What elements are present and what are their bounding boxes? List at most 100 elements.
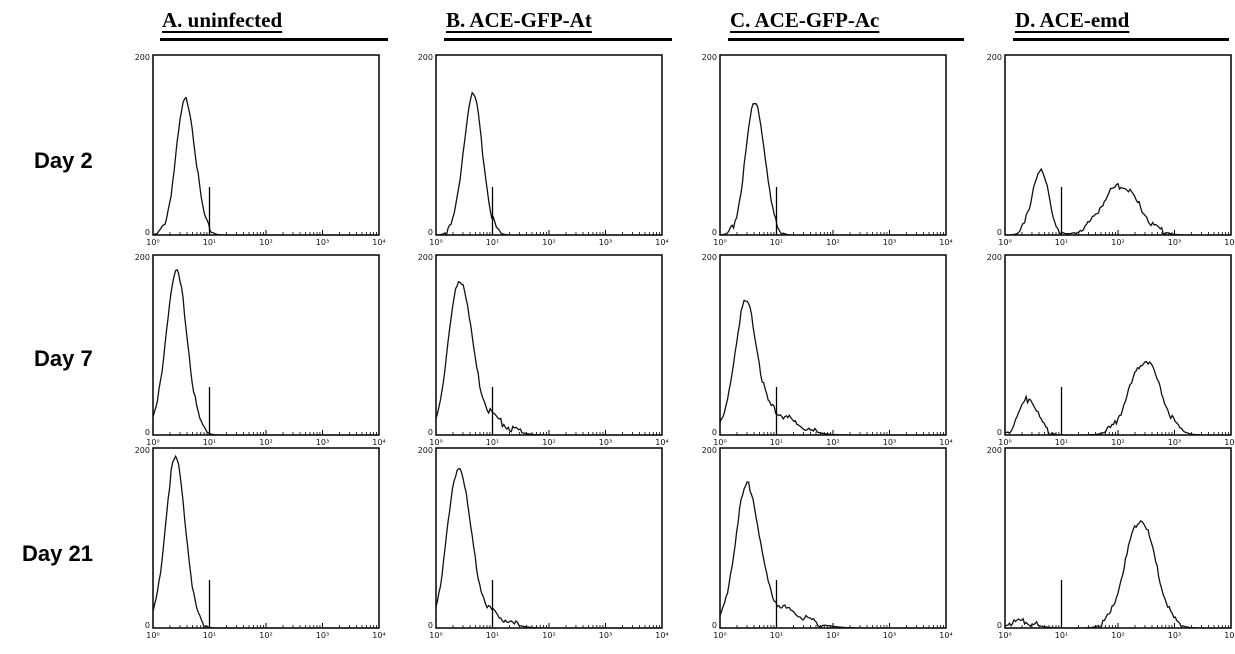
y-tick-label: 0 (428, 228, 433, 237)
x-tick-label: 10³ (599, 238, 612, 247)
histogram-trace (719, 299, 946, 436)
x-tick-label: 10¹ (203, 631, 216, 640)
y-tick-label: 200 (418, 446, 433, 455)
panel-frame (719, 54, 947, 236)
panel-frame (1004, 447, 1232, 629)
histogram-trace (435, 280, 662, 436)
x-tick-label: 10⁴ (372, 631, 385, 640)
x-tick-label: 10¹ (1055, 438, 1068, 447)
column-title-b: B. ACE-GFP-At (446, 8, 592, 32)
x-tick-label: 10¹ (770, 631, 783, 640)
column-rule-c (728, 38, 964, 41)
x-tick-label: 10² (826, 631, 839, 640)
x-tick-label: 10⁰ (429, 631, 442, 640)
y-tick-label: 200 (135, 53, 150, 62)
histogram-trace (719, 481, 946, 629)
panel-frame (719, 447, 947, 629)
x-tick-label: 10³ (599, 631, 612, 640)
y-tick-label: 200 (702, 253, 717, 262)
y-tick-label: 200 (987, 446, 1002, 455)
column-title-c: C. ACE-GFP-Ac (730, 8, 880, 32)
y-tick-label: 0 (145, 228, 150, 237)
panel-frame (435, 254, 663, 436)
x-tick-label: 10² (826, 238, 839, 247)
x-tick-label: 10⁴ (655, 438, 668, 447)
panel-frame (152, 447, 380, 629)
x-tick-label: 10³ (1168, 631, 1181, 640)
x-tick-label: 10² (826, 438, 839, 447)
column-title-a: A. uninfected (162, 8, 283, 32)
y-tick-label: 200 (418, 253, 433, 262)
x-tick-label: 10⁴ (372, 438, 385, 447)
y-tick-label: 0 (997, 428, 1002, 437)
panel-frame (152, 254, 380, 436)
panel-frame (719, 254, 947, 436)
x-tick-label: 10⁴ (1224, 238, 1235, 247)
x-tick-label: 10⁰ (998, 238, 1011, 247)
histogram-trace (152, 96, 379, 236)
x-tick-label: 10³ (1168, 438, 1181, 447)
x-tick-label: 10⁴ (939, 238, 952, 247)
x-tick-label: 10¹ (770, 438, 783, 447)
panel-frame (1004, 54, 1232, 236)
x-tick-label: 10¹ (770, 238, 783, 247)
x-tick-label: 10¹ (203, 238, 216, 247)
x-tick-label: 10³ (599, 438, 612, 447)
x-tick-label: 10⁴ (655, 238, 668, 247)
y-tick-label: 0 (428, 428, 433, 437)
panel-frame (152, 54, 380, 236)
histogram-trace (152, 268, 379, 436)
x-tick-label: 10² (259, 238, 272, 247)
histogram-trace (1005, 167, 1231, 236)
row-label-day-21: Day 21 (22, 541, 93, 566)
histogram-trace (435, 91, 662, 237)
panel-frame (435, 447, 663, 629)
y-tick-label: 200 (418, 53, 433, 62)
panel-frame (435, 54, 663, 236)
x-tick-label: 10¹ (1055, 631, 1068, 640)
y-tick-label: 0 (712, 428, 717, 437)
x-tick-label: 10³ (1168, 238, 1181, 247)
x-tick-label: 10⁴ (372, 238, 385, 247)
x-tick-label: 10⁴ (1224, 438, 1235, 447)
x-tick-label: 10¹ (203, 438, 216, 447)
x-tick-label: 10¹ (486, 238, 499, 247)
x-tick-label: 10⁰ (713, 631, 726, 640)
histogram-trace (1004, 520, 1231, 630)
x-tick-label: 10⁰ (146, 631, 159, 640)
column-rule-d (1013, 38, 1229, 41)
histogram-trace (719, 103, 946, 236)
x-tick-label: 10³ (316, 631, 329, 640)
x-tick-label: 10⁰ (146, 238, 159, 247)
x-tick-label: 10⁰ (998, 631, 1011, 640)
y-tick-label: 200 (702, 53, 717, 62)
column-rule-a (160, 38, 388, 41)
x-tick-label: 10⁰ (146, 438, 159, 447)
x-tick-label: 10³ (316, 238, 329, 247)
y-tick-label: 0 (145, 428, 150, 437)
x-tick-label: 10⁰ (998, 438, 1011, 447)
row-label-day-2: Day 2 (34, 148, 93, 173)
x-tick-label: 10¹ (486, 438, 499, 447)
y-tick-label: 200 (135, 446, 150, 455)
histogram-trace (1004, 360, 1231, 436)
y-tick-label: 0 (712, 228, 717, 237)
x-tick-label: 10² (1111, 631, 1124, 640)
y-tick-label: 0 (428, 621, 433, 630)
x-tick-label: 10³ (316, 438, 329, 447)
y-tick-label: 200 (987, 53, 1002, 62)
y-tick-label: 200 (987, 253, 1002, 262)
x-tick-label: 10³ (883, 438, 896, 447)
